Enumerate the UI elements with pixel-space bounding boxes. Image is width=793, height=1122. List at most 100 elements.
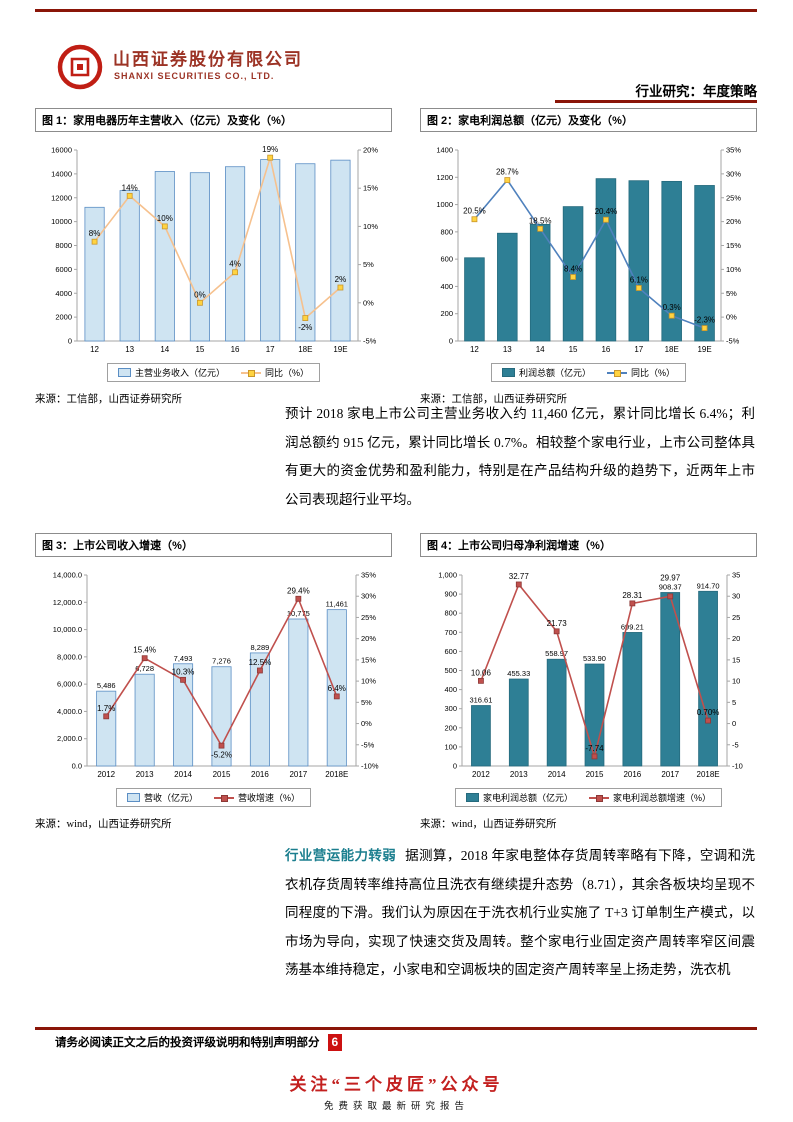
- svg-text:4000: 4000: [55, 289, 72, 298]
- svg-text:13: 13: [503, 345, 512, 354]
- svg-text:5%: 5%: [726, 289, 737, 298]
- svg-text:2016: 2016: [251, 770, 269, 779]
- svg-text:17: 17: [266, 345, 275, 354]
- svg-text:25%: 25%: [361, 613, 376, 622]
- svg-text:14: 14: [536, 345, 545, 354]
- svg-text:0%: 0%: [363, 298, 374, 307]
- figure-3-title: 图 3：上市公司收入增速（%）: [35, 533, 392, 557]
- figure-3-source: 来源：wind，山西证券研究所: [35, 819, 172, 830]
- svg-text:100: 100: [444, 742, 457, 751]
- legend-bar-swatch: [501, 368, 515, 377]
- figure-1-title: 图 1：家用电器历年主营收入（亿元）及变化（%）: [35, 108, 392, 132]
- svg-text:4%: 4%: [229, 260, 241, 269]
- figure-2-panel: 图 2：家电利润总额（亿元）及变化（%） 0 200 400 600 800 1000 12…: [420, 108, 757, 406]
- svg-text:-10%: -10%: [361, 762, 379, 771]
- svg-text:0.0: 0.0: [72, 762, 82, 771]
- svg-text:2014: 2014: [174, 770, 192, 779]
- svg-text:2%: 2%: [335, 275, 347, 284]
- svg-text:19%: 19%: [262, 145, 278, 154]
- legend-bar-swatch: [465, 793, 479, 802]
- svg-text:10.06: 10.06: [471, 668, 492, 677]
- svg-text:10%: 10%: [363, 222, 378, 231]
- figure-1-chart: 0 2000 4000 6000 8000 10000 12000 14000 16000 -5%…: [51, 145, 378, 354]
- svg-text:18E: 18E: [665, 345, 679, 354]
- svg-text:20: 20: [732, 634, 740, 643]
- svg-text:10000: 10000: [51, 217, 72, 226]
- svg-text:35%: 35%: [726, 146, 741, 155]
- svg-text:600: 600: [444, 647, 457, 656]
- legend-label: 营收（亿元）: [143, 793, 198, 803]
- svg-text:800: 800: [440, 227, 453, 236]
- svg-text:500: 500: [444, 666, 457, 675]
- svg-text:20.5%: 20.5%: [463, 207, 486, 216]
- svg-text:30: 30: [732, 592, 740, 601]
- svg-text:0.3%: 0.3%: [663, 303, 681, 312]
- svg-text:6,000.0: 6,000.0: [57, 680, 82, 689]
- svg-text:0: 0: [68, 337, 72, 346]
- svg-text:0: 0: [449, 337, 453, 346]
- legend-item: 营收增速（%）: [214, 791, 300, 804]
- figure-1-source: 来源：工信部，山西证券研究所: [35, 394, 182, 405]
- svg-text:6,728: 6,728: [135, 664, 154, 673]
- figure-3-panel: 图 3：上市公司收入增速（%） 0.0 2,000.0 4,000.0 6,000.0…: [35, 533, 392, 831]
- svg-text:5%: 5%: [363, 260, 374, 269]
- svg-text:19E: 19E: [333, 345, 347, 354]
- svg-text:0: 0: [453, 762, 457, 771]
- figure-4-source: 来源：wind，山西证券研究所: [420, 819, 557, 830]
- svg-text:11,461: 11,461: [326, 600, 348, 609]
- figure-3-legend: 营收（亿元） 营收增速（%）: [115, 788, 312, 807]
- svg-text:10,000.0: 10,000.0: [53, 625, 82, 634]
- svg-text:10.3%: 10.3%: [172, 667, 195, 676]
- svg-text:13: 13: [125, 345, 134, 354]
- svg-text:20%: 20%: [363, 146, 378, 155]
- disclaimer: 请务必阅读正文之后的投资评级说明和特别声明部分 6: [55, 1034, 343, 1051]
- svg-text:20.4%: 20.4%: [595, 207, 618, 216]
- body-paragraph-2: 行业营运能力转弱 据测算，2018 年家电整体存货周转率略有下降，空调和洗衣机存货…: [285, 842, 755, 985]
- svg-text:8.4%: 8.4%: [564, 265, 582, 274]
- legend-bar-swatch: [126, 793, 140, 802]
- svg-text:15%: 15%: [361, 655, 376, 664]
- svg-text:600: 600: [440, 255, 453, 264]
- legend-label: 同比（%）: [265, 368, 310, 378]
- svg-text:5,486: 5,486: [97, 681, 116, 690]
- svg-text:1000: 1000: [436, 200, 453, 209]
- svg-text:10,775: 10,775: [287, 609, 310, 618]
- svg-text:18.5%: 18.5%: [529, 216, 552, 225]
- svg-text:4,000.0: 4,000.0: [57, 707, 82, 716]
- svg-text:25: 25: [732, 613, 740, 622]
- svg-text:-5: -5: [732, 740, 739, 749]
- svg-text:7,276: 7,276: [212, 657, 231, 666]
- svg-text:7,493: 7,493: [174, 654, 193, 663]
- svg-text:2012: 2012: [97, 770, 115, 779]
- svg-text:14: 14: [160, 345, 169, 354]
- legend-line-swatch: [214, 794, 234, 802]
- svg-text:15%: 15%: [363, 184, 378, 193]
- company-name-en: SHANXI SECURITIES CO., LTD.: [114, 71, 275, 81]
- svg-text:30%: 30%: [726, 169, 741, 178]
- svg-text:-2%: -2%: [298, 323, 312, 332]
- report-type-label: 行业研究：年度策略: [635, 84, 758, 99]
- legend-line-swatch: [607, 369, 627, 377]
- svg-text:10%: 10%: [361, 677, 376, 686]
- svg-text:35%: 35%: [361, 571, 376, 580]
- svg-text:8000: 8000: [55, 241, 72, 250]
- figure-3-chart: 0.0 2,000.0 4,000.0 6,000.0 8,000.0 10,000.0 1…: [53, 571, 379, 780]
- legend-item: 同比（%）: [607, 366, 675, 379]
- svg-text:533.90: 533.90: [583, 654, 606, 663]
- svg-text:1200: 1200: [436, 173, 453, 182]
- svg-text:2013: 2013: [510, 770, 528, 779]
- svg-text:5: 5: [732, 698, 736, 707]
- paragraph-text: 据测算，2018 年家电整体存货周转率略有下降，空调和洗衣机存货周转率维持高位且…: [285, 848, 756, 977]
- legend-item: 营收（亿元）: [126, 791, 198, 804]
- svg-text:18E: 18E: [298, 345, 312, 354]
- svg-text:20%: 20%: [726, 217, 741, 226]
- svg-text:2015: 2015: [213, 770, 231, 779]
- legend-line-marker: [248, 369, 255, 377]
- svg-text:0.70%: 0.70%: [697, 708, 720, 717]
- svg-text:15: 15: [569, 345, 578, 354]
- svg-text:-7.74: -7.74: [585, 744, 604, 753]
- svg-text:15: 15: [732, 655, 740, 664]
- svg-text:-2.3%: -2.3%: [694, 316, 715, 325]
- svg-text:1,000: 1,000: [438, 571, 457, 580]
